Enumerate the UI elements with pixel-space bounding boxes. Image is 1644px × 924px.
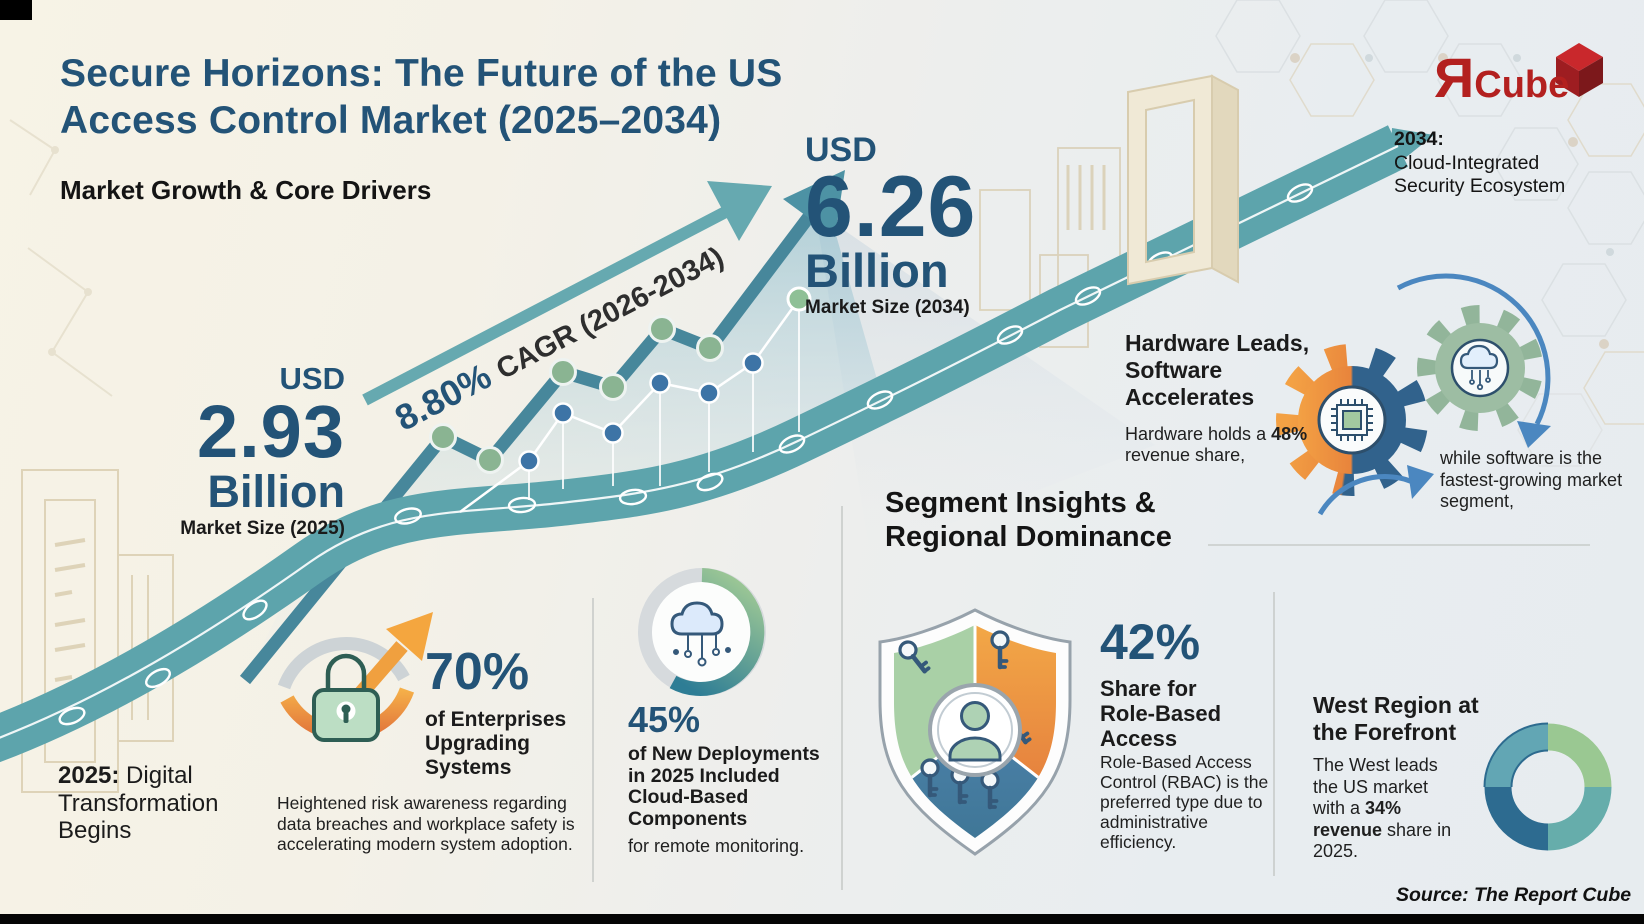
market-size-2025-currency: USD xyxy=(279,361,345,396)
milestone-2034-year: 2034: xyxy=(1394,128,1444,150)
software-gear-icon xyxy=(1417,305,1543,431)
person-icon xyxy=(960,701,990,731)
west-body-pre: The West leads the US market with a xyxy=(1313,755,1438,818)
cloud-body: for remote monitoring. xyxy=(628,836,805,856)
cloud-stat: 45% xyxy=(628,699,701,740)
hardware-body: Hardware holds a 48% revenue share, xyxy=(1125,424,1320,466)
corner-mark-top-left xyxy=(0,0,32,20)
lock-upgrade-icon xyxy=(277,612,433,742)
milestone-2025: 2025: Digital Transformation Begins xyxy=(58,762,238,845)
green-chart-dots xyxy=(429,286,812,474)
enterprises-stat: 70% xyxy=(425,643,530,701)
hardware-body-post: revenue share, xyxy=(1125,445,1246,465)
hardware-heading: Hardware Leads, Software Accelerates xyxy=(1125,330,1310,410)
market-size-2034-caption: Market Size (2034) xyxy=(805,297,970,318)
west-body: The West leads the US market with a 34% … xyxy=(1313,755,1465,863)
hex-pattern-decoration xyxy=(1215,0,1644,467)
source-attribution: Source: The Report Cube xyxy=(1396,884,1632,906)
market-size-2034-currency: USD xyxy=(805,131,877,169)
arch-gate-illustration xyxy=(1127,74,1239,286)
section-subtitle: Market Growth & Core Drivers xyxy=(60,175,432,205)
enterprises-body: Heightened risk awareness regarding data… xyxy=(277,793,575,854)
rbac-stat: 42% xyxy=(1100,614,1201,670)
segments-heading: Segment Insights & Regional Dominance xyxy=(885,487,1172,553)
cloud-label: of New Deployments in 2025 Included Clou… xyxy=(628,743,820,830)
milestone-2025-text: Digital Transformation Begins xyxy=(58,762,219,844)
west-body-bold: 34% revenue xyxy=(1313,798,1402,840)
cycle-arrows-icon xyxy=(1317,273,1551,516)
milestone-2025-year: 2025: xyxy=(58,762,120,789)
market-size-2025: USD 2.93 Billion Market Size (2025) xyxy=(60,362,345,542)
page-title-line1: Secure Horizons: The Future of the US xyxy=(60,52,783,95)
market-size-2025-caption: Market Size (2025) xyxy=(180,518,345,539)
hardware-body-bold: 48% xyxy=(1271,424,1308,444)
software-body: while software is the fastest-growing ma… xyxy=(1440,448,1623,511)
cloud-icon xyxy=(1459,344,1499,391)
west-body-post: share in 2025. xyxy=(1313,819,1452,862)
cloud-donut-icon xyxy=(638,568,766,696)
hardware-gear-icon xyxy=(1276,344,1428,496)
shield-keys-icon xyxy=(878,608,1072,856)
geometric-lines-decoration xyxy=(9,119,113,397)
page-title: Secure Horizons: The Future of the US Ac… xyxy=(60,50,880,144)
road-illustration xyxy=(0,125,1434,763)
blue-chart-dots xyxy=(518,352,764,472)
data-point-line xyxy=(429,286,812,514)
page-title-line2: Access Control Market (2025–2034) xyxy=(60,99,722,142)
section-dividers xyxy=(592,506,1590,890)
chip-icon xyxy=(1331,399,1373,441)
brand-logo: Я Cube xyxy=(1434,50,1569,106)
milestone-2034: 2034: Cloud-Integrated Security Ecosyste… xyxy=(1394,128,1586,199)
rbac-body: Role-Based Access Control (RBAC) is the … xyxy=(1100,752,1269,852)
milestone-2034-text: Cloud-Integrated Security Ecosystem xyxy=(1394,151,1566,198)
rbac-label: Share for Role-Based Access xyxy=(1100,676,1222,751)
market-size-2025-unit: Billion xyxy=(207,466,345,517)
hardware-body-pre: Hardware holds a xyxy=(1125,424,1272,444)
market-size-2034-unit: Billion xyxy=(805,244,949,297)
growth-arrow-icon xyxy=(783,170,845,237)
market-size-2025-value: 2.93 xyxy=(196,390,345,473)
cagr-arrow-icon xyxy=(362,181,772,406)
west-region-donut-chart xyxy=(1483,722,1612,851)
west-heading: West Region at the Forefront xyxy=(1313,692,1479,745)
market-size-2034-value: 6.26 xyxy=(805,159,977,255)
logo-mark: Я xyxy=(1434,46,1475,109)
logo-name: Cube xyxy=(1474,64,1570,106)
market-size-2034: USD 6.26 Billion Market Size (2034) xyxy=(805,133,1065,321)
enterprises-label: of Enterprises Upgrading Systems xyxy=(425,708,567,779)
cube-logo-icon xyxy=(1556,43,1603,97)
gradient-triangle-decoration xyxy=(815,210,1155,555)
bottom-bar xyxy=(0,914,1644,924)
